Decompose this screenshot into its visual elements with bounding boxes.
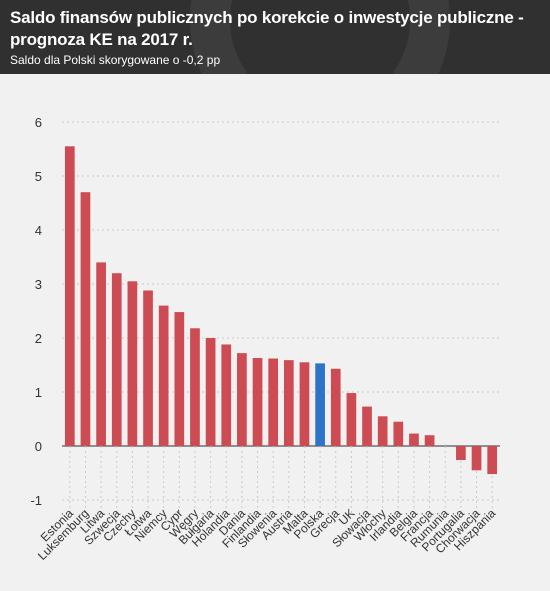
bar-12 [252, 357, 263, 446]
y-tick-label: -1 [30, 493, 42, 508]
bar-0 [64, 146, 75, 447]
chart-area [0, 74, 550, 591]
bar-16 [315, 363, 325, 446]
bar-18 [346, 393, 357, 446]
bar-27 [487, 446, 498, 475]
y-tick-label: 0 [35, 439, 42, 454]
bar-2 [96, 262, 106, 446]
bar-5 [143, 290, 153, 446]
bar-6 [158, 305, 169, 446]
chart-title: Saldo finansów publicznych po korekcie o… [10, 8, 524, 49]
y-tick-label: 2 [35, 331, 42, 346]
watermark-logo [190, 0, 450, 74]
bar-11 [237, 353, 247, 446]
bar-20 [377, 416, 388, 446]
bar-23 [424, 435, 435, 446]
bar-8 [190, 328, 200, 446]
bar-22 [409, 433, 419, 446]
bar-9 [205, 338, 216, 446]
bar-17 [330, 368, 341, 446]
bar-3 [111, 273, 122, 446]
y-tick-label: 1 [35, 385, 42, 400]
bar-4 [127, 281, 138, 446]
bar-10 [221, 344, 232, 446]
bar-21 [393, 421, 404, 446]
bar-14 [283, 360, 294, 446]
bar-25 [456, 446, 466, 461]
chart-header: Saldo finansów publicznych po korekcie o… [0, 0, 550, 74]
bar-19 [362, 406, 372, 446]
bar-7 [174, 312, 185, 446]
bar-26 [471, 446, 482, 471]
y-tick-label: 5 [35, 169, 42, 184]
bar-1 [80, 192, 91, 446]
y-tick-label: 3 [35, 277, 42, 292]
bar-15 [299, 362, 310, 446]
chart-subtitle: Saldo dla Polski skorygowane o -0,2 pp [10, 53, 221, 67]
y-tick-label: 4 [35, 223, 42, 238]
bar-13 [268, 358, 279, 446]
y-tick-label: 6 [35, 115, 42, 130]
